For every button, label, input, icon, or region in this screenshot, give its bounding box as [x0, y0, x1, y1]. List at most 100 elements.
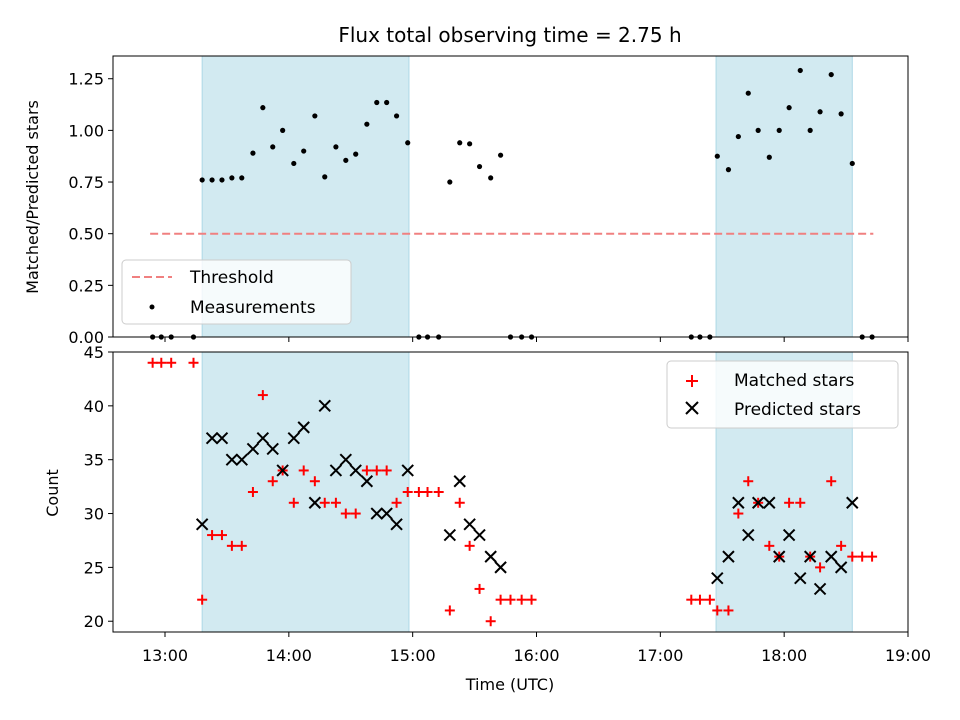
predicted-star-point	[287, 431, 301, 445]
predicted-star-point	[318, 399, 331, 413]
matched-star-point	[216, 530, 227, 541]
matched-star-point	[826, 476, 837, 487]
ratio-y-axis-label: Matched/Predicted stars	[23, 100, 42, 294]
matched-star-point	[733, 508, 744, 519]
ratio-y-tick-label: 1.00	[68, 121, 104, 140]
matched-star-point	[319, 497, 330, 508]
measurement-point	[229, 175, 235, 181]
predicted-star-point	[329, 464, 343, 477]
ratio-legend: Threshold Measurements	[121, 259, 352, 325]
matched-star-point	[815, 562, 826, 573]
predicted-star-point	[266, 442, 279, 456]
predicted-star-point	[732, 496, 745, 509]
x-tick-label: 18:00	[761, 646, 807, 665]
matched-star-point	[704, 594, 715, 605]
count-panel: 20 25 30 35 40 45 13:00 14:00 15:00 16:00 17:00 18…	[43, 343, 931, 694]
measurement-point	[447, 179, 453, 185]
x-axis-label: Time (UTC)	[465, 675, 554, 694]
matched-star-point	[371, 465, 382, 476]
measurement-point	[786, 105, 792, 111]
measurement-point	[333, 144, 339, 150]
matched-star-point	[422, 487, 433, 497]
matched-star-point	[495, 594, 506, 605]
predicted-star-point	[256, 431, 270, 445]
measurement-point	[776, 127, 782, 133]
matched-star-point	[361, 465, 372, 476]
matched-star-point	[288, 497, 299, 508]
predicted-star-point	[380, 507, 393, 520]
measurement-point	[250, 150, 256, 156]
measurement-point	[725, 167, 732, 173]
measurement-point	[766, 154, 772, 160]
matched-star-point	[474, 583, 485, 594]
predicted-star-point	[773, 550, 786, 563]
predicted-legend-label: Predicted stars	[734, 400, 861, 420]
predicted-star-point	[834, 561, 848, 574]
measurement-point	[497, 152, 504, 158]
ratio-y-tick-label: 1.25	[68, 70, 104, 89]
matched-star-point	[433, 487, 444, 497]
predicted-star-point	[246, 442, 260, 456]
matched-star-point	[340, 508, 351, 519]
predicted-star-point	[711, 571, 724, 585]
matched-star-point	[857, 551, 868, 562]
predicted-star-point	[276, 464, 289, 477]
matched-star-point	[226, 540, 237, 551]
matched-star-point	[267, 476, 278, 487]
matched-star-point	[147, 357, 158, 368]
count-legend: Matched stars Predicted stars	[666, 360, 899, 429]
threshold-legend-label: Threshold	[189, 268, 274, 288]
predicted-star-point	[401, 464, 414, 477]
predicted-star-point	[297, 421, 310, 434]
count-legend-box	[666, 360, 899, 429]
measurement-point	[260, 105, 266, 111]
predicted-star-point	[360, 475, 374, 488]
ratio-y-tick-label: 0.25	[68, 276, 104, 295]
matched-star-point	[454, 497, 465, 508]
measurement-point	[467, 141, 473, 147]
observing-window-2	[715, 55, 853, 338]
ratio-panel-frame	[112, 55, 909, 338]
measurement-point	[457, 140, 463, 146]
measurement-point	[745, 90, 751, 96]
predicted-star-point	[763, 496, 776, 509]
x-tick-label: 16:00	[513, 646, 559, 665]
measurement-point	[838, 111, 844, 117]
predicted-star-point	[339, 453, 353, 466]
matched-star-point	[505, 594, 516, 605]
x-tick-label: 17:00	[637, 646, 683, 665]
measurement-point	[301, 148, 307, 154]
predicted-star-point	[473, 528, 486, 542]
measurement-point	[270, 144, 276, 150]
count-y-tick-label: 25	[84, 558, 104, 577]
x-tick-label: 15:00	[390, 646, 436, 665]
predicted-star-point	[782, 528, 796, 542]
predicted-star-point	[722, 550, 735, 563]
matched-star-point	[723, 605, 734, 616]
predicted-star-point	[225, 453, 239, 466]
matched-star-point	[464, 540, 475, 551]
matched-star-point	[764, 540, 775, 551]
predicted-star-point	[443, 528, 457, 542]
matched-star-point	[156, 357, 167, 368]
predicted-star-point	[235, 453, 248, 466]
matched-star-point	[207, 530, 218, 541]
measurement-point	[807, 127, 813, 133]
x-tick-label: 19:00	[885, 646, 931, 665]
x-tick-label: 13:00	[142, 646, 188, 665]
matched-star-point	[686, 594, 697, 605]
predicted-star-point	[453, 475, 466, 488]
matched-star-point	[444, 605, 455, 616]
measurement-point	[828, 71, 834, 78]
predicted-star-point	[308, 496, 322, 509]
matched-star-point	[197, 594, 208, 605]
chart-title: Flux total observing time = 2.75 h	[338, 23, 681, 47]
measurement-point	[755, 127, 761, 133]
measurement-point	[219, 177, 225, 183]
matched-star-point	[836, 540, 847, 551]
matched-star-point	[166, 357, 177, 368]
matched-star-point	[309, 476, 320, 487]
measurement-point	[817, 109, 823, 115]
predicted-star-point	[742, 528, 755, 542]
measurement-point	[209, 177, 215, 183]
